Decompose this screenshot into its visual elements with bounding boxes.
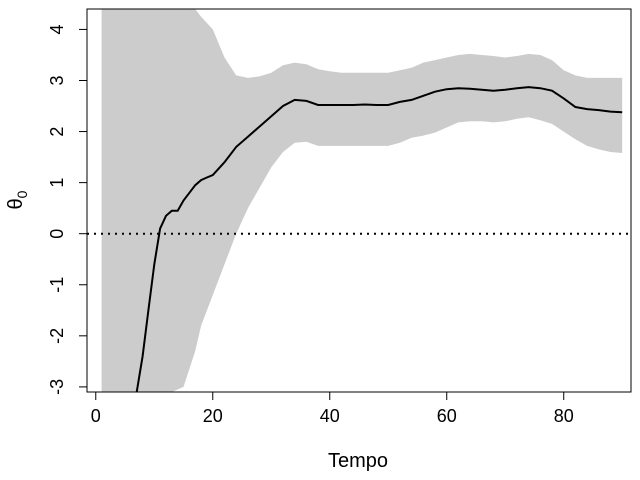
x-tick-label: 40 [320, 406, 340, 426]
y-tick-label: 2 [47, 127, 67, 137]
x-tick-label: 0 [91, 406, 101, 426]
y-tick-label: -1 [47, 277, 67, 293]
y-axis-title-subscript: 0 [14, 190, 30, 198]
y-axis: -3 -2 -1 0 1 2 3 4 [47, 24, 88, 395]
x-tick-label: 20 [203, 406, 223, 426]
x-axis: 0 20 40 60 80 [91, 391, 574, 426]
x-tick-label: 80 [554, 406, 574, 426]
x-tick-label: 60 [437, 406, 457, 426]
confidence-band [101, 9, 623, 392]
x-axis-title: Tempo [328, 450, 388, 472]
y-axis-title-symbol: θ [5, 198, 27, 209]
y-tick-label: 3 [47, 75, 67, 85]
y-axis-title: θ0 [5, 190, 30, 209]
plot-area [87, 9, 631, 392]
y-tick-label: -3 [47, 379, 67, 395]
y-tick-label: -2 [47, 328, 67, 344]
y-tick-label: 0 [47, 229, 67, 239]
series-line [135, 86, 623, 392]
y-tick-label: 1 [47, 178, 67, 188]
y-tick-label: 4 [47, 24, 67, 34]
